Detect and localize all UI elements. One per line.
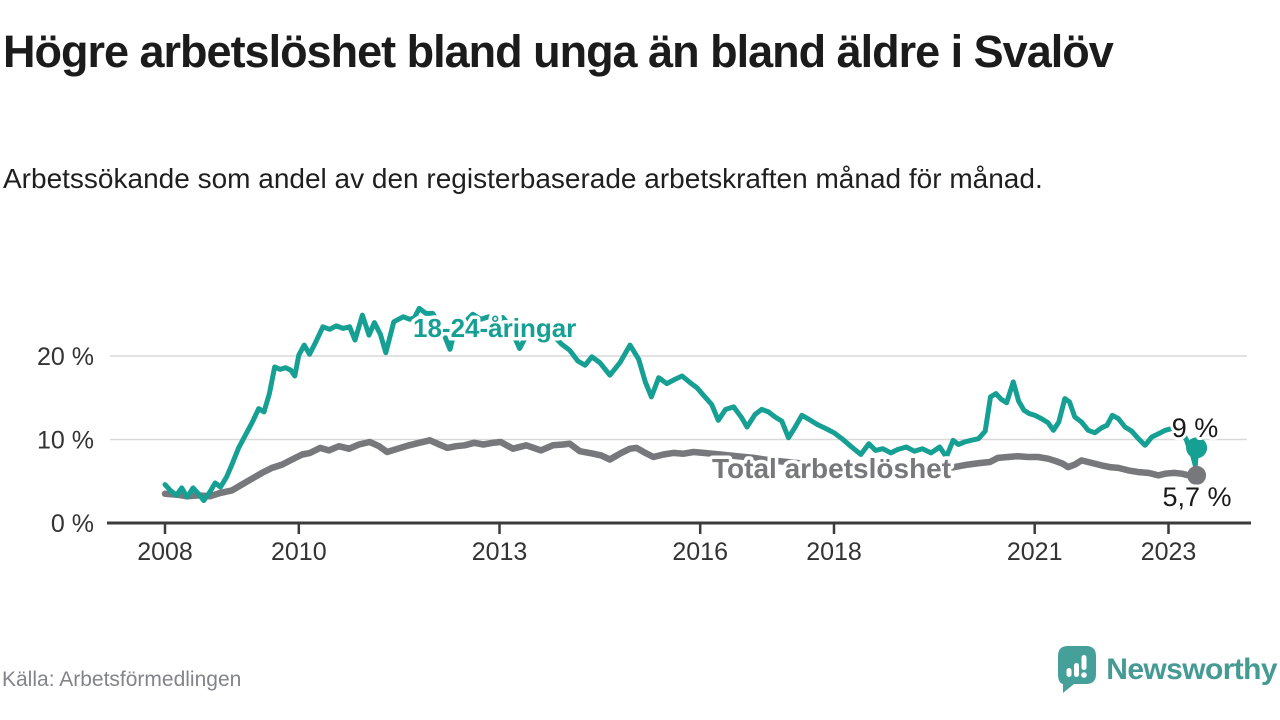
y-tick-label: 10 % (37, 427, 94, 455)
x-tick-label: 2021 (1007, 538, 1063, 566)
x-tick-label: 2018 (806, 538, 862, 566)
y-tick-label: 20 % (37, 343, 94, 371)
end-value-label-young: 9 % (1172, 413, 1219, 443)
y-tick-label: 0 % (51, 510, 94, 538)
x-tick-label: 2010 (271, 538, 327, 566)
x-tick-label: 2008 (137, 538, 193, 566)
series-line-young (162, 305, 1200, 503)
series-line-total (161, 437, 1200, 500)
end-dot-young (1186, 437, 1208, 459)
chart-title: Högre arbetslöshet bland unga än bland ä… (3, 26, 1114, 77)
end-value-label-total: 5,7 % (1162, 482, 1231, 512)
x-tick-label: 2016 (672, 538, 728, 566)
chart-subtitle: Arbetssökande som andel av den registerb… (3, 163, 1043, 194)
newsworthy-logo[interactable]: Newsworthy (1057, 645, 1278, 694)
series-label-young: 18-24-åringar (413, 313, 576, 343)
x-tick-label: 2013 (472, 538, 528, 566)
brand-name: Newsworthy (1106, 652, 1277, 686)
source-label: Källa: Arbetsförmedlingen (2, 668, 242, 691)
end-dot-total (1187, 465, 1207, 485)
x-tick-label: 2023 (1141, 538, 1197, 566)
newsworthy-bubble-icon (1058, 646, 1097, 693)
series-label-total: Total arbetslöshet (712, 453, 951, 484)
